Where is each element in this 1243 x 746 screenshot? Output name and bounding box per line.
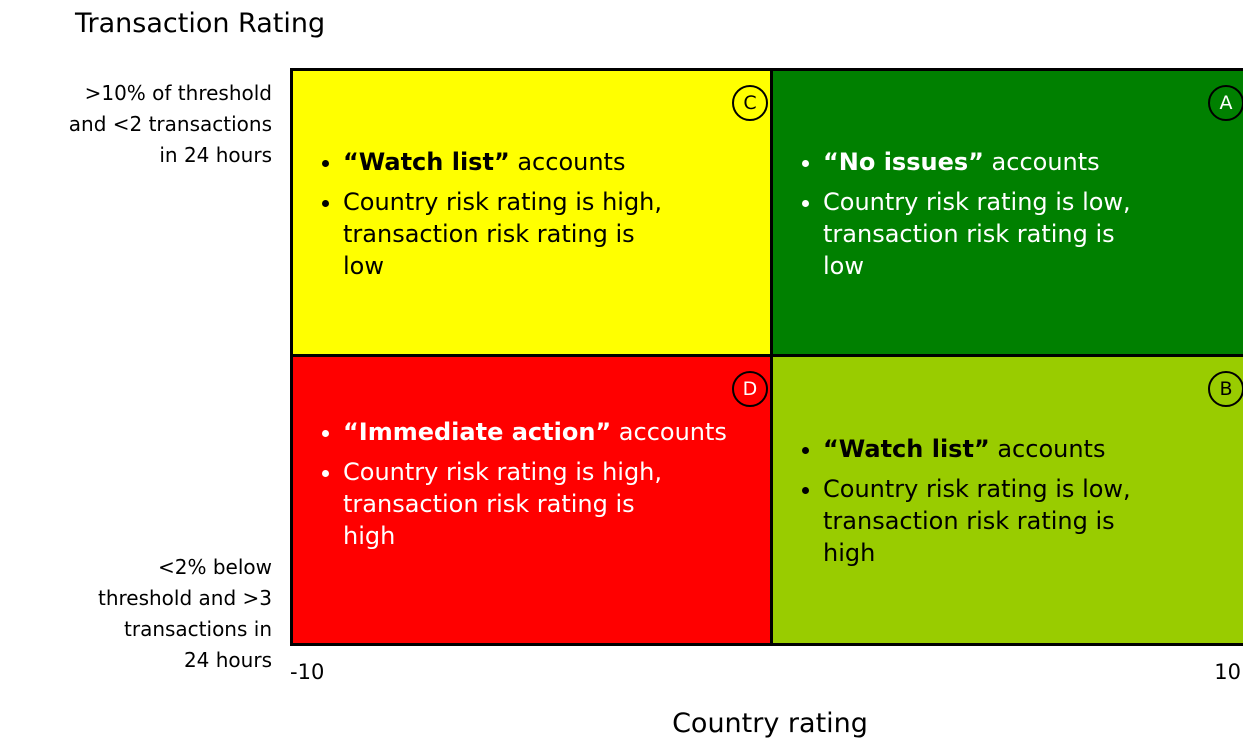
letter-circle: D — [732, 371, 768, 407]
bullet-detail: Country risk rating is low, transaction r… — [823, 186, 1243, 282]
bullet-heading: “No issues” accounts — [823, 146, 1243, 178]
detail-line: transaction risk rating is — [343, 220, 635, 248]
quadrant: A “No issues” accounts Country risk rating… — [773, 71, 1243, 357]
bullet-detail: Country risk rating is high, transaction … — [343, 456, 773, 552]
label-line: transactions in — [124, 617, 272, 641]
detail-line: low — [823, 252, 864, 280]
x-min-label: -10 — [290, 660, 325, 684]
bullet-list: “Watch list” accounts Country risk rating… — [783, 433, 1243, 577]
heading-bold: “No issues” — [823, 148, 984, 176]
letter-circle: A — [1208, 85, 1243, 121]
heading-rest: accounts — [611, 418, 727, 446]
detail-line: low — [343, 252, 384, 280]
detail-line: transaction risk rating is — [823, 507, 1115, 535]
detail-line: high — [823, 539, 876, 567]
heading-rest: accounts — [989, 435, 1106, 463]
heading-rest: accounts — [509, 148, 626, 176]
bullet-list: “Immediate action” accounts Country risk … — [303, 416, 773, 560]
bullet-detail: Country risk rating is high, transaction … — [343, 186, 773, 282]
label-line: 24 hours — [183, 648, 272, 672]
bullet-list: “No issues” accounts Country risk rating … — [783, 146, 1243, 290]
heading-bold: “Watch list” — [343, 148, 510, 176]
label-line: in 24 hours — [159, 143, 272, 167]
quadrant: C “Watch list” accounts Country risk ratin… — [293, 71, 773, 357]
heading-rest: accounts — [983, 148, 1100, 176]
y-bottom-label: <2% below threshold and >3 transactions in… — [98, 552, 272, 676]
bullet-heading: “Watch list” accounts — [823, 433, 1243, 465]
label-line: and <2 transactions — [68, 112, 272, 136]
x-max-label: 10 — [1214, 660, 1241, 684]
x-axis-title: Country rating — [672, 708, 868, 739]
detail-line: Country risk rating is high, — [343, 458, 663, 486]
quadrant: B “Watch list” accounts Country risk ratin… — [773, 357, 1243, 643]
label-line: >10% of threshold — [84, 81, 272, 105]
bullet-detail: Country risk rating is low, transaction r… — [823, 473, 1243, 569]
heading-bold: “Watch list” — [823, 435, 990, 463]
heading-bold: “Immediate action” — [343, 418, 612, 446]
detail-line: transaction risk rating is — [343, 490, 635, 518]
detail-line: high — [343, 522, 396, 550]
letter-circle: C — [732, 85, 768, 121]
detail-line: Country risk rating is high, — [343, 188, 663, 216]
title: Transaction Rating — [75, 8, 326, 39]
label-line: <2% below — [158, 555, 272, 579]
detail-line: transaction risk rating is — [823, 220, 1115, 248]
matrix: C “Watch list” accounts Country risk ratin… — [290, 68, 1243, 646]
detail-line: Country risk rating is low, — [823, 475, 1131, 503]
label-line: threshold and >3 — [97, 586, 272, 610]
quadrant: D “Immediate action” accounts Country risk… — [293, 357, 773, 643]
bullet-heading: “Immediate action” accounts — [343, 416, 773, 448]
bullet-heading: “Watch list” accounts — [343, 146, 773, 178]
bullet-list: “Watch list” accounts Country risk rating… — [303, 146, 773, 290]
detail-line: Country risk rating is low, — [823, 188, 1131, 216]
y-top-label: >10% of threshold and <2 transactions in 2… — [69, 78, 272, 171]
letter-circle: B — [1208, 371, 1243, 407]
